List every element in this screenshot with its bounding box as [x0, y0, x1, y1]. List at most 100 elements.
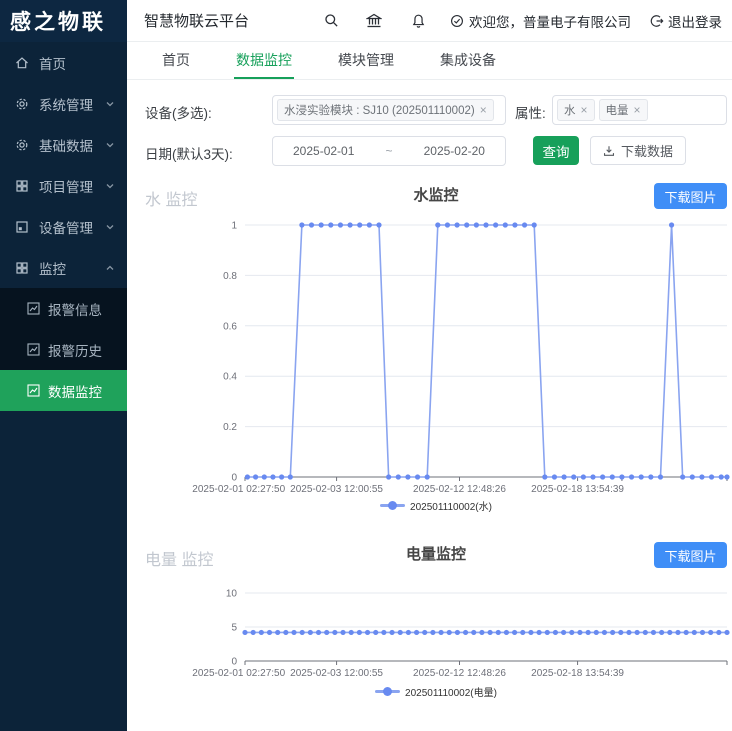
device-select-label: 设备(多选): — [145, 106, 212, 121]
svg-text:0.8: 0.8 — [223, 271, 237, 282]
svg-text:2025-02-01 02:27:50: 2025-02-01 02:27:50 — [192, 484, 285, 495]
gear-icon — [14, 137, 30, 153]
device-tag: 水浸实验模块 : SJ10 (202501110002) × — [277, 99, 494, 121]
sidebar-item-label: 设备管理 — [39, 220, 93, 236]
welcome-text: 欢迎您，普量电子有限公司 — [469, 14, 631, 30]
svg-text:10: 10 — [226, 589, 238, 600]
chart-icon — [27, 343, 40, 356]
attr-tag: 水 × — [557, 99, 595, 121]
query-button[interactable]: 查询 — [533, 136, 579, 165]
svg-text:0: 0 — [231, 657, 237, 668]
tag-close-icon[interactable]: × — [633, 103, 641, 117]
sidebar-item-label: 首页 — [39, 56, 66, 72]
home-icon — [14, 55, 30, 71]
sidebar-subitem-label: 报警历史 — [48, 343, 102, 359]
logout-label: 退出登录 — [668, 14, 722, 30]
legend-label: 202501110002(电量) — [405, 688, 497, 699]
chevron-down-icon — [105, 222, 115, 232]
bell-icon[interactable] — [411, 13, 426, 29]
sidebar-item-device[interactable]: 设备管理 — [0, 206, 127, 247]
platform-title: 智慧物联云平台 — [144, 13, 250, 30]
date-start-value[interactable]: 2025-02-01 — [293, 144, 355, 158]
top-bar: 智慧物联云平台 欢迎您，普量电子有限公司 — [127, 0, 732, 42]
tab-data-monitor[interactable]: 数据监控 — [234, 42, 294, 79]
attr-select-label: 属性: — [515, 106, 546, 121]
sidebar-item-label: 监控 — [39, 261, 66, 277]
legend-line-icon — [380, 501, 406, 510]
sidebar-subitem-label: 数据监控 — [48, 384, 102, 400]
svg-text:0.4: 0.4 — [223, 372, 237, 383]
date-range-input[interactable]: 2025-02-01 ~ 2025-02-20 — [272, 136, 506, 166]
download-image-button[interactable]: 下载图片 — [654, 542, 727, 568]
sidebar-subitem-data-monitor[interactable]: 数据监控 — [0, 370, 127, 411]
svg-text:2025-02-01 02:27:50: 2025-02-01 02:27:50 — [192, 668, 285, 679]
device-tag-label: 水浸实验模块 : SJ10 (202501110002) — [284, 105, 475, 117]
svg-text:2025-02-18 13:54:39: 2025-02-18 13:54:39 — [531, 484, 624, 495]
sidebar-item-label: 项目管理 — [39, 179, 93, 195]
sidebar-submenu: 报警信息 报警历史 数据监控 — [0, 288, 127, 411]
legend-label: 202501110002(水) — [410, 502, 492, 513]
svg-text:2025-02-03 12:00:55: 2025-02-03 12:00:55 — [290, 484, 383, 495]
chart-icon — [27, 384, 40, 397]
sidebar-subitem-alarm-history[interactable]: 报警历史 — [0, 329, 127, 370]
water-chart-canvas: 0 0.2 0.4 0.6 0.8 1 2025-02-01 02:27:50 2025-02… — [192, 221, 730, 495]
sidebar-item-project[interactable]: 项目管理 — [0, 165, 127, 206]
sidebar-subitem-alarm-info[interactable]: 报警信息 — [0, 288, 127, 329]
search-icon[interactable] — [324, 13, 339, 28]
power-chart-canvas: 0 5 10 2025-02-01 02:27:50 2025-02-03 12:00:… — [192, 589, 730, 679]
water-chart-title: 水监控 — [413, 187, 459, 204]
svg-text:0.6: 0.6 — [223, 321, 237, 332]
logout-icon — [650, 14, 664, 28]
download-data-button[interactable]: 下载数据 — [590, 136, 687, 165]
sidebar-item-label: 基础数据 — [39, 138, 93, 154]
grid-icon — [14, 178, 30, 194]
sidebar: 感之物联 首页 系统管理 基础数据 — [0, 0, 127, 731]
attr-tag-label: 电量 — [605, 105, 629, 117]
date-end-value[interactable]: 2025-02-20 — [423, 144, 485, 158]
svg-text:0.2: 0.2 — [223, 422, 237, 433]
tab-integrated-device[interactable]: 集成设备 — [440, 51, 496, 68]
check-circle-icon — [450, 14, 464, 28]
building-icon[interactable] — [366, 13, 382, 28]
tab-module-manage[interactable]: 模块管理 — [338, 51, 394, 68]
date-separator: ~ — [385, 144, 393, 158]
chart-icon — [27, 302, 40, 315]
svg-text:1: 1 — [231, 221, 237, 232]
app-logo: 感之物联 — [0, 0, 127, 42]
grid-icon — [14, 260, 30, 276]
tag-close-icon[interactable]: × — [479, 103, 487, 117]
sidebar-item-basedata[interactable]: 基础数据 — [0, 124, 127, 165]
svg-text:2025-02-03 12:00:55: 2025-02-03 12:00:55 — [290, 668, 383, 679]
water-chart-legend[interactable]: 202501110002(水) — [145, 498, 727, 513]
sidebar-subitem-label: 报警信息 — [48, 302, 102, 318]
download-image-button[interactable]: 下载图片 — [654, 183, 727, 209]
tag-close-icon[interactable]: × — [580, 103, 588, 117]
svg-text:2025-02-12 12:48:26: 2025-02-12 12:48:26 — [413, 484, 506, 495]
sidebar-item-label: 系统管理 — [39, 97, 93, 113]
gear-icon — [14, 96, 30, 112]
svg-text:2025-02-18 13:54:39: 2025-02-18 13:54:39 — [531, 668, 624, 679]
chevron-down-icon — [105, 181, 115, 191]
sidebar-item-system[interactable]: 系统管理 — [0, 83, 127, 124]
device-select[interactable]: 水浸实验模块 : SJ10 (202501110002) × — [272, 95, 506, 125]
attr-tag: 电量 × — [598, 99, 648, 121]
chevron-up-icon — [105, 263, 115, 273]
welcome-area: 欢迎您，普量电子有限公司 — [450, 11, 631, 31]
logout-button[interactable]: 退出登录 — [650, 11, 722, 31]
attr-select[interactable]: 水 × 电量 × — [552, 95, 727, 125]
power-chart-legend[interactable]: 202501110002(电量) — [145, 684, 727, 699]
tab-home[interactable]: 首页 — [162, 51, 190, 68]
svg-text:5: 5 — [231, 623, 237, 634]
frame-icon — [14, 219, 30, 235]
download-icon — [603, 145, 615, 157]
legend-line-icon — [375, 687, 401, 696]
chevron-down-icon — [105, 99, 115, 109]
sidebar-item-home[interactable]: 首页 — [0, 42, 127, 83]
chevron-down-icon — [105, 140, 115, 150]
date-range-label: 日期(默认3天): — [145, 147, 233, 162]
download-data-label: 下载数据 — [621, 144, 674, 159]
sidebar-item-monitor[interactable]: 监控 — [0, 247, 127, 288]
svg-text:2025-02-12 12:48:26: 2025-02-12 12:48:26 — [413, 668, 506, 679]
power-chart-title: 电量监控 — [405, 546, 466, 563]
